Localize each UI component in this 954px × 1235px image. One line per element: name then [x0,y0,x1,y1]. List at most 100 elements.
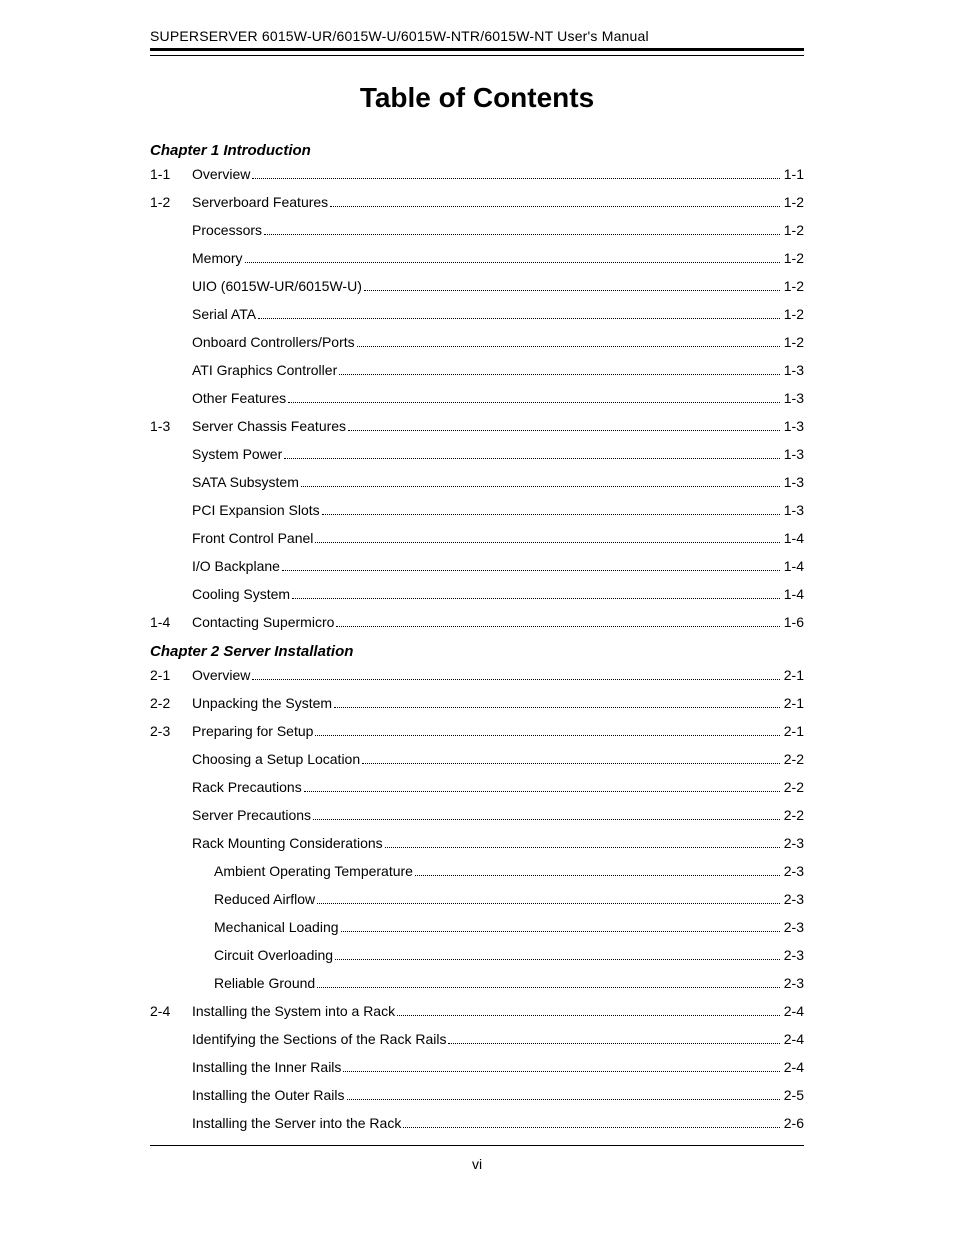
toc-section-number: 2-2 [150,696,192,710]
toc-entry-label: Installing the Outer Rails [192,1088,345,1102]
toc-entry-label: Reduced Airflow [192,892,315,906]
toc-entry-label: Server Precautions [192,808,311,822]
toc-row: Identifying the Sections of the Rack Rai… [150,1032,804,1047]
toc-entry-label: Serial ATA [192,307,256,321]
toc-leader-dots [336,626,779,627]
toc-leader-dots [322,514,780,515]
toc-leader-dots [245,262,780,263]
toc-entry-label: Memory [192,251,243,265]
toc-leader-dots [335,959,780,960]
toc-row: 2-2Unpacking the System2-1 [150,696,804,711]
toc-entry-page: 2-2 [782,808,804,822]
toc-entry-label: Reliable Ground [192,976,315,990]
toc-entry-label: Identifying the Sections of the Rack Rai… [192,1032,446,1046]
toc-entry-page: 2-6 [782,1116,804,1130]
toc-entry-page: 1-1 [782,167,804,181]
toc-entry-page: 2-4 [782,1032,804,1046]
toc-section-number: 2-4 [150,1004,192,1018]
toc-entry-label: Installing the System into a Rack [192,1004,395,1018]
toc-entry-label: Cooling System [192,587,290,601]
page: SUPERSERVER 6015W-UR/6015W-U/6015W-NTR/6… [0,0,954,1235]
toc-entry-label: Onboard Controllers/Ports [192,335,355,349]
toc-entry-page: 1-4 [782,531,804,545]
toc-entry-label: Ambient Operating Temperature [192,864,413,878]
toc-entry-label: Choosing a Setup Location [192,752,360,766]
toc-leader-dots [258,318,780,319]
toc-entry-label: UIO (6015W-UR/6015W-U) [192,279,362,293]
toc-leader-dots [362,763,780,764]
toc-entry-page: 2-3 [782,864,804,878]
toc-entry-page: 2-2 [782,752,804,766]
toc-leader-dots [364,290,780,291]
toc-entry-label: Serverboard Features [192,195,328,209]
toc-entry-page: 2-4 [782,1060,804,1074]
toc-leader-dots [301,486,780,487]
toc-row: Onboard Controllers/Ports 1-2 [150,335,804,350]
toc-leader-dots [334,707,780,708]
toc-body: Chapter 1 Introduction1-1Overview1-11-2S… [150,142,804,1131]
toc-entry-page: 1-4 [782,559,804,573]
toc-leader-dots [343,1071,779,1072]
toc-entry-page: 2-3 [782,948,804,962]
toc-leader-dots [288,402,780,403]
toc-entry-page: 1-2 [782,335,804,349]
toc-entry-label: Contacting Supermicro [192,615,334,629]
toc-leader-dots [315,735,779,736]
toc-entry-label: Processors [192,223,262,237]
toc-entry-page: 1-2 [782,279,804,293]
page-number: vi [150,1156,804,1172]
toc-row: 1-2Serverboard Features1-2 [150,195,804,210]
toc-leader-dots [403,1127,779,1128]
toc-row: PCI Expansion Slots 1-3 [150,503,804,518]
toc-entry-page: 1-4 [782,587,804,601]
toc-leader-dots [397,1015,780,1016]
toc-row: 2-3Preparing for Setup2-1 [150,724,804,739]
toc-row: Installing the Server into the Rack2-6 [150,1116,804,1131]
toc-leader-dots [317,987,780,988]
toc-leader-dots [304,791,780,792]
toc-row: 2-1Overview2-1 [150,668,804,683]
toc-row: Serial ATA1-2 [150,307,804,322]
toc-entry-label: PCI Expansion Slots [192,503,320,517]
toc-row: Reduced Airflow2-3 [150,892,804,907]
header-rule [150,48,804,56]
toc-entry-label: I/O Backplane [192,559,280,573]
toc-entry-label: Rack Mounting Considerations [192,836,383,850]
toc-entry-page: 1-3 [782,447,804,461]
toc-entry-page: 1-3 [782,475,804,489]
toc-entry-page: 1-2 [782,251,804,265]
toc-entry-label: Front Control Panel [192,531,313,545]
toc-entry-label: ATI Graphics Controller [192,363,337,377]
toc-entry-label: Server Chassis Features [192,419,346,433]
toc-entry-page: 1-3 [782,503,804,517]
toc-row: Reliable Ground2-3 [150,976,804,991]
toc-row: Other Features1-3 [150,391,804,406]
toc-leader-dots [292,598,780,599]
toc-row: Processors1-2 [150,223,804,238]
footer-rule [150,1145,804,1146]
toc-leader-dots [339,374,780,375]
toc-entry-label: SATA Subsystem [192,475,299,489]
toc-entry-label: System Power [192,447,282,461]
toc-entry-page: 1-3 [782,363,804,377]
toc-row: 2-4Installing the System into a Rack2-4 [150,1004,804,1019]
toc-leader-dots [282,570,780,571]
toc-leader-dots [315,542,779,543]
running-header: SUPERSERVER 6015W-UR/6015W-U/6015W-NTR/6… [150,28,804,44]
toc-entry-label: Installing the Inner Rails [192,1060,341,1074]
toc-row: Rack Precautions2-2 [150,780,804,795]
toc-leader-dots [415,875,780,876]
toc-row: Installing the Outer Rails 2-5 [150,1088,804,1103]
toc-entry-label: Overview [192,167,250,181]
toc-row: I/O Backplane 1-4 [150,559,804,574]
toc-row: Mechanical Loading2-3 [150,920,804,935]
toc-entry-page: 2-5 [782,1088,804,1102]
toc-row: Cooling System 1-4 [150,587,804,602]
toc-row: Installing the Inner Rails 2-4 [150,1060,804,1075]
chapter-heading: Chapter 1 Introduction [150,142,804,159]
toc-leader-dots [347,1099,780,1100]
toc-leader-dots [313,819,780,820]
toc-row: Rack Mounting Considerations2-3 [150,836,804,851]
toc-leader-dots [385,847,780,848]
toc-entry-page: 2-1 [782,724,804,738]
